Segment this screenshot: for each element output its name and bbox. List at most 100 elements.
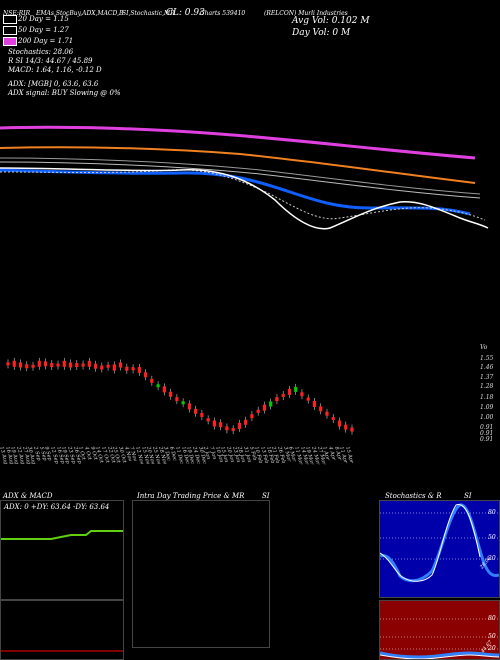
candle-body <box>244 419 248 425</box>
macd-line-chart <box>1 650 123 652</box>
price-tick: 0.91 <box>480 430 494 437</box>
candle-body <box>250 414 254 419</box>
candle-body <box>25 364 29 369</box>
si-white-line <box>380 654 499 659</box>
intraday-si-label: SI <box>262 492 270 500</box>
candle-body <box>169 391 173 397</box>
stochastics-chart: 80 50 20 28.06 <box>380 503 499 583</box>
candle-body <box>262 404 267 411</box>
candle-body <box>194 408 198 414</box>
candle-body <box>6 362 10 366</box>
price-tick: 0.91 <box>480 436 494 443</box>
stoch-panel-title: Stochastics & R <box>385 492 442 500</box>
ema50-swatch <box>3 26 17 35</box>
candle-body <box>344 424 348 430</box>
symbol-name: (RELCON) Murli Industries <box>264 10 348 17</box>
candle-body <box>325 411 329 416</box>
candle-body <box>81 363 85 367</box>
adx-panel: ADX: 0 +DY: 63.64 -DY: 63.64 <box>0 500 124 600</box>
price-tick: 1.55 <box>480 355 494 362</box>
candle-body <box>306 397 310 401</box>
candle-body <box>200 412 204 417</box>
candle-body <box>162 386 166 393</box>
candle-body <box>12 360 16 367</box>
candle-body <box>331 417 335 421</box>
symbol-code: NSE:RIR <box>3 10 31 17</box>
si-value: R SI 14/3: 44.67 / 45.89 <box>8 57 93 65</box>
intraday-panel-title: Intra Day Trading Price & MR <box>137 492 245 500</box>
ema20-label: 20 Day = 1.15 <box>18 15 69 23</box>
price-line <box>0 167 489 230</box>
candle-body <box>31 364 35 368</box>
ema200-label: 200 Day = 1.71 <box>18 37 74 45</box>
candle-body <box>150 378 154 383</box>
ema50-line <box>0 146 476 184</box>
si-blue-line <box>380 651 499 659</box>
price-tick: 1.18 <box>480 394 494 401</box>
stoch-axis-20: 20 <box>487 555 496 562</box>
stoch-axis-50: 50 <box>488 534 496 541</box>
ema-grey-line-1 <box>0 157 481 195</box>
candle-body <box>156 384 160 388</box>
candle-body <box>281 393 285 397</box>
candle-body <box>137 366 141 373</box>
si-panel: 80 50 20 44.67 <box>379 600 500 660</box>
adx-value: ADX: [MGB] 0, 63.6, 63.6 <box>8 80 99 88</box>
candle-body <box>131 367 135 371</box>
candle-body <box>206 418 210 422</box>
candle-body <box>337 420 342 427</box>
stochastics-value: Stochastics: 28.06 <box>8 48 74 56</box>
intraday-panel <box>132 500 270 648</box>
macd-panel <box>0 600 124 660</box>
candle-body <box>300 392 304 397</box>
candle-body <box>269 401 273 407</box>
price-line-dotted <box>0 169 486 221</box>
price-tick: 1.00 <box>480 414 494 421</box>
ema50-label: 50 Day = 1.27 <box>18 26 69 34</box>
adx-panel-values: ADX: 0 +DY: 63.64 -DY: 63.64 <box>4 503 110 511</box>
candle-body <box>237 422 242 429</box>
indicator-list-2: SI,Stochastic,MR <box>122 10 175 17</box>
ema20-blue-line <box>0 168 471 216</box>
price-tick: 1.46 <box>480 364 494 371</box>
price-tick: 1.28 <box>480 383 494 390</box>
adx-panel-title: ADX & MACD <box>3 492 53 500</box>
avg-volume: Avg Vol: 0.102 M <box>292 16 370 26</box>
candle-body <box>181 401 185 405</box>
candle-body <box>43 361 48 367</box>
candlestick-chart <box>6 357 354 435</box>
si-axis-20: 20 <box>487 645 496 652</box>
candle-body <box>106 364 110 368</box>
moving-average-chart <box>0 125 489 230</box>
indicator-list: EMAs,StocBuy,ADX,MACD,B <box>36 10 124 17</box>
candle-body <box>125 366 129 371</box>
si-axis-50: 50 <box>488 633 496 640</box>
stoch-panel-si-label: SI <box>464 492 472 500</box>
candle-body <box>87 360 91 367</box>
candle-body <box>144 372 148 378</box>
stoch-white-line <box>380 503 481 582</box>
price-axis-top: Vo <box>480 344 488 351</box>
si-axis-80: 80 <box>488 615 496 622</box>
adx-line <box>1 530 123 540</box>
ema200-swatch <box>3 37 17 46</box>
candle-body <box>212 420 216 427</box>
candle-body <box>275 397 279 402</box>
ema-grey-line-2 <box>0 161 481 199</box>
adx-line-chart <box>1 530 123 540</box>
stochastics-panel: 80 50 20 28.06 <box>379 500 500 598</box>
candle-body <box>100 365 104 370</box>
chart-code: Charts 539410 <box>200 10 246 17</box>
candle-body <box>294 386 298 392</box>
close-label: CL: 0.93 <box>166 8 205 18</box>
candle-body <box>75 363 79 368</box>
candle-body <box>319 406 323 412</box>
candle-body <box>231 428 235 432</box>
candle-body <box>350 427 354 432</box>
price-tick: 0.91 <box>480 424 494 431</box>
price-tick: 1.37 <box>480 374 494 381</box>
candle-body <box>68 362 73 368</box>
candle-body <box>62 360 66 367</box>
adx-signal: ADX signal: BUY Slowing @ 0% <box>8 89 121 97</box>
candle-body <box>187 403 191 410</box>
